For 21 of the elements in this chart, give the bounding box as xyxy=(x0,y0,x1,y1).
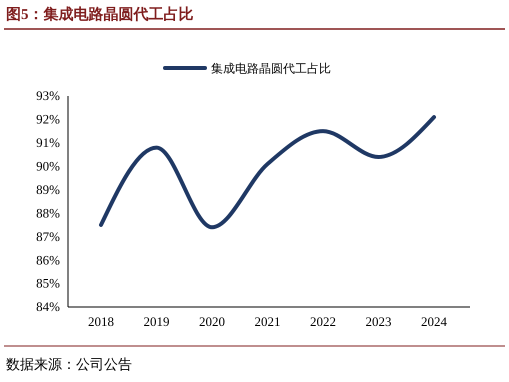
y-tick-label: 89% xyxy=(36,182,60,197)
y-tick-label: 92% xyxy=(36,112,60,127)
x-tick-label: 2022 xyxy=(310,314,336,330)
source-note: 数据来源：公司公告 xyxy=(6,357,132,373)
y-tick-label: 88% xyxy=(36,205,60,220)
y-tick-label: 93% xyxy=(36,88,60,104)
x-tick-label: 2023 xyxy=(366,314,392,330)
y-tick-label: 85% xyxy=(36,276,60,291)
line-series xyxy=(99,115,436,230)
y-tick-label: 91% xyxy=(36,135,60,150)
x-tick-label: 2020 xyxy=(199,314,225,330)
legend-label: 集成电路晶圆代工占比 xyxy=(211,62,331,76)
x-tick-label: 2024 xyxy=(421,314,448,330)
x-tick-label: 2018 xyxy=(88,314,114,330)
chart-title: 图5：集成电路晶圆代工占比 xyxy=(6,6,194,23)
y-tick-label: 84% xyxy=(36,299,60,314)
y-tick-label: 87% xyxy=(36,228,60,244)
y-tick-label: 90% xyxy=(36,158,60,174)
x-tick-label: 2019 xyxy=(144,314,170,330)
x-tick-label: 2021 xyxy=(254,314,280,330)
y-tick-label: 86% xyxy=(36,252,60,268)
